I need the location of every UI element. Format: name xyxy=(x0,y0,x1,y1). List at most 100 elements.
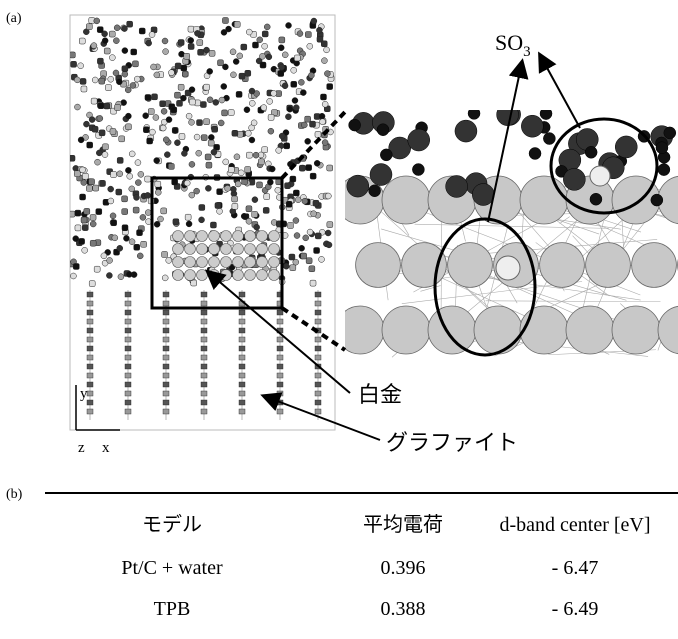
atom xyxy=(161,208,167,214)
atom xyxy=(268,114,274,120)
atom xyxy=(91,43,97,49)
atom xyxy=(127,21,133,27)
atom xyxy=(468,107,480,119)
atom xyxy=(108,198,114,204)
atom xyxy=(209,257,220,268)
atom xyxy=(292,98,298,104)
atom xyxy=(267,179,273,185)
atom xyxy=(218,120,224,126)
platinum-label: 白金 xyxy=(358,382,402,407)
atom xyxy=(117,171,123,177)
axis-label: x xyxy=(102,440,110,456)
atom xyxy=(543,133,555,145)
atom xyxy=(188,37,194,43)
atom xyxy=(135,160,141,166)
atom xyxy=(206,162,212,168)
atom xyxy=(155,181,161,187)
atom xyxy=(282,52,288,58)
atom xyxy=(260,62,266,68)
atom xyxy=(197,257,208,268)
atom xyxy=(245,244,256,255)
atom xyxy=(163,373,169,378)
atom xyxy=(155,189,161,195)
atom xyxy=(114,105,120,111)
atom xyxy=(129,239,135,245)
atom xyxy=(201,355,207,360)
atom xyxy=(117,245,123,251)
atom xyxy=(109,55,115,61)
atom xyxy=(166,257,172,263)
atom xyxy=(233,59,239,65)
atom xyxy=(134,244,140,250)
atom xyxy=(201,301,207,306)
atom xyxy=(194,30,200,36)
atom xyxy=(84,208,90,214)
atom xyxy=(210,222,216,228)
atom xyxy=(215,203,221,209)
atom xyxy=(87,328,93,333)
atom xyxy=(244,107,250,113)
atom xyxy=(97,115,103,121)
atom xyxy=(200,102,206,108)
atom xyxy=(236,91,242,97)
atom xyxy=(123,235,129,241)
atom xyxy=(211,149,217,155)
atom xyxy=(263,207,269,213)
atom xyxy=(87,373,93,378)
atom xyxy=(201,337,207,342)
atom xyxy=(239,391,245,396)
atom xyxy=(69,52,75,58)
atom xyxy=(143,127,149,133)
atom xyxy=(298,79,304,85)
atom xyxy=(125,337,131,342)
atom xyxy=(233,257,244,268)
atom xyxy=(196,150,202,156)
atom xyxy=(299,245,305,251)
atom xyxy=(291,81,297,87)
atom xyxy=(322,101,328,107)
atom xyxy=(100,180,106,186)
atom xyxy=(412,164,424,176)
atom xyxy=(209,231,220,242)
atom xyxy=(122,196,128,202)
atom xyxy=(150,64,156,70)
atom xyxy=(110,128,116,134)
atom xyxy=(269,270,280,281)
atom xyxy=(174,140,180,146)
atom xyxy=(78,63,84,69)
atom xyxy=(529,147,541,159)
atom xyxy=(89,117,95,123)
atom xyxy=(585,146,597,158)
atom xyxy=(294,233,300,239)
atom xyxy=(74,171,80,177)
atom xyxy=(320,119,326,125)
atom xyxy=(212,126,218,132)
atom xyxy=(219,97,225,103)
panel-label: (a) xyxy=(6,11,22,26)
atom xyxy=(163,301,169,306)
atom xyxy=(221,257,232,268)
atom xyxy=(160,125,166,131)
atom xyxy=(233,270,244,281)
atom xyxy=(125,409,131,414)
atom xyxy=(112,235,118,241)
atom xyxy=(245,231,256,242)
atom xyxy=(279,37,285,43)
atom xyxy=(276,147,282,153)
atom xyxy=(474,306,522,354)
atom xyxy=(309,266,315,272)
atom xyxy=(168,70,174,76)
atom xyxy=(106,272,112,278)
atom xyxy=(249,137,255,143)
atom xyxy=(239,355,245,360)
atom xyxy=(149,32,155,38)
atom xyxy=(122,66,128,72)
atom xyxy=(94,18,100,24)
atom xyxy=(116,79,122,85)
atom xyxy=(540,243,585,288)
atom xyxy=(586,243,631,288)
atom xyxy=(162,38,168,44)
atom xyxy=(75,210,81,216)
atom xyxy=(118,274,124,280)
table-cell: Pt/C + water xyxy=(121,557,223,579)
